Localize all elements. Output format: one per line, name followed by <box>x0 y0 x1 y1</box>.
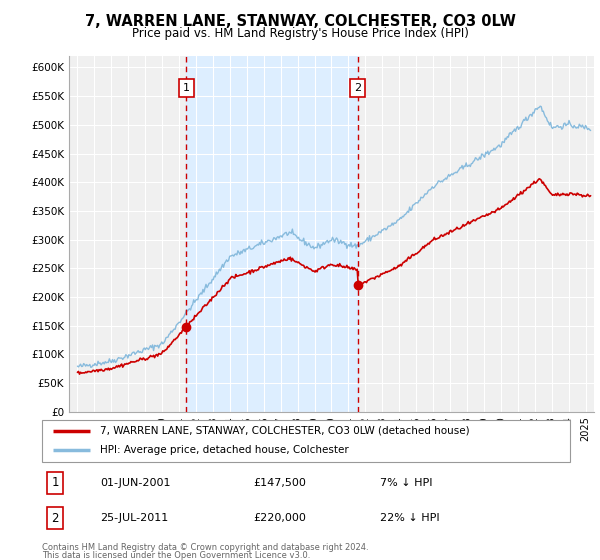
Text: This data is licensed under the Open Government Licence v3.0.: This data is licensed under the Open Gov… <box>42 551 310 560</box>
Text: 2: 2 <box>355 83 361 93</box>
Text: 25-JUL-2011: 25-JUL-2011 <box>100 513 169 523</box>
Text: 7% ↓ HPI: 7% ↓ HPI <box>380 478 433 488</box>
Text: 22% ↓ HPI: 22% ↓ HPI <box>380 513 440 523</box>
FancyBboxPatch shape <box>42 420 570 462</box>
Text: 01-JUN-2001: 01-JUN-2001 <box>100 478 170 488</box>
Text: 7, WARREN LANE, STANWAY, COLCHESTER, CO3 0LW (detached house): 7, WARREN LANE, STANWAY, COLCHESTER, CO3… <box>100 426 470 436</box>
Text: HPI: Average price, detached house, Colchester: HPI: Average price, detached house, Colc… <box>100 445 349 455</box>
Text: 2: 2 <box>52 511 59 525</box>
Text: 1: 1 <box>52 477 59 489</box>
Text: £147,500: £147,500 <box>253 478 306 488</box>
Text: 1: 1 <box>182 83 190 93</box>
Text: £220,000: £220,000 <box>253 513 306 523</box>
Bar <box>186 56 358 412</box>
Text: Price paid vs. HM Land Registry's House Price Index (HPI): Price paid vs. HM Land Registry's House … <box>131 27 469 40</box>
Text: 7, WARREN LANE, STANWAY, COLCHESTER, CO3 0LW: 7, WARREN LANE, STANWAY, COLCHESTER, CO3… <box>85 14 515 29</box>
Text: Contains HM Land Registry data © Crown copyright and database right 2024.: Contains HM Land Registry data © Crown c… <box>42 543 368 552</box>
